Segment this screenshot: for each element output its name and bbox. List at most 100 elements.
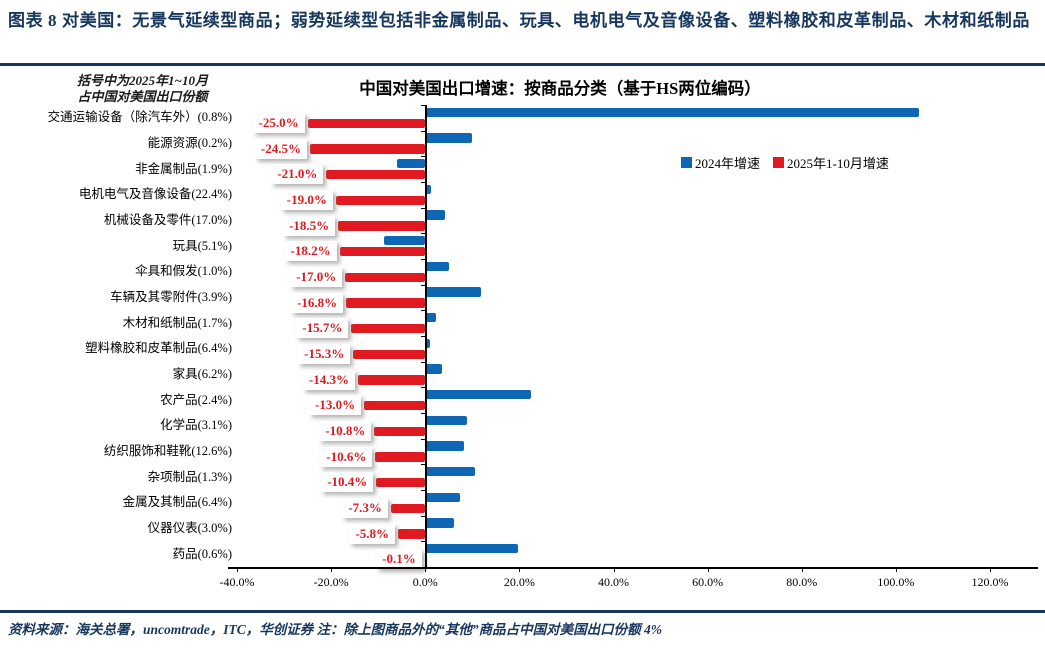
chart-annotation: 括号中为2025年1~10月 占中国对美国出口份额 bbox=[30, 73, 255, 105]
bar-2024 bbox=[397, 158, 426, 169]
category-label: 木材和纸制品(1.7%) bbox=[122, 315, 232, 330]
value-label-2025: -21.0% bbox=[271, 164, 324, 185]
category-label: 车辆及其零附件(3.9%) bbox=[110, 290, 232, 304]
x-tick-label: 100.0% bbox=[877, 575, 915, 589]
y-axis-tick bbox=[420, 130, 426, 132]
value-label-2025: -15.3% bbox=[298, 344, 351, 364]
bar-2025 bbox=[351, 323, 426, 334]
y-axis-tick bbox=[420, 387, 426, 389]
y-axis-tick bbox=[420, 156, 426, 158]
value-label-2025: -10.8% bbox=[319, 421, 372, 441]
category-label: 非金属制品(1.9%) bbox=[135, 161, 232, 176]
bar-2025 bbox=[335, 195, 426, 205]
value-label-2025: -18.2% bbox=[284, 241, 337, 262]
bar-2024 bbox=[425, 466, 476, 477]
bar-2025 bbox=[357, 375, 426, 385]
x-tick-label: 80.0% bbox=[786, 575, 818, 589]
x-axis-tick bbox=[613, 567, 615, 572]
y-axis-tick bbox=[420, 361, 426, 363]
y-axis-tick bbox=[420, 182, 426, 183]
y-axis-tick bbox=[420, 464, 426, 466]
legend-swatch-blue bbox=[681, 157, 692, 168]
bar-2025 bbox=[364, 400, 426, 411]
value-label-2025: -24.5% bbox=[254, 138, 307, 159]
y-axis-tick bbox=[420, 541, 426, 543]
header-divider bbox=[0, 63, 1045, 66]
bar-2024 bbox=[425, 184, 431, 194]
x-tick-label: 0.0% bbox=[412, 575, 438, 589]
value-label-2025: -13.0% bbox=[308, 395, 362, 416]
value-label-2025: -5.8% bbox=[349, 523, 395, 544]
x-axis-tick bbox=[237, 567, 238, 572]
category-label: 农产品(2.4%) bbox=[160, 392, 232, 407]
category-label: 化学品(3.1%) bbox=[160, 418, 232, 433]
x-tick-label: 40.0% bbox=[598, 575, 629, 589]
category-label: 纺织服饰和鞋靴(12.6%) bbox=[103, 444, 232, 458]
value-label-2025: -25.0% bbox=[252, 113, 305, 133]
figure-header-title: 图表 8 对美国：无景气延续型商品；弱势延续型包括非金属制品、玩具、电机电气及音… bbox=[8, 11, 1030, 30]
x-tick-label: -40.0% bbox=[219, 575, 255, 589]
bar-2024 bbox=[425, 312, 436, 323]
x-tick-label: 120.0% bbox=[971, 575, 1009, 589]
annotation-line-1: 括号中为2025年1~10月 bbox=[77, 73, 208, 88]
chart-area: 括号中为2025年1~10月 占中国对美国出口份额 中国对美国出口增速：按商品分… bbox=[0, 67, 1045, 607]
bar-2024 bbox=[425, 492, 461, 502]
y-axis-tick bbox=[420, 490, 426, 491]
bar-2024 bbox=[425, 210, 446, 220]
chart-title: 中国对美国出口增速：按商品分类（基于HS两位编码） bbox=[359, 79, 761, 98]
y-axis-tick bbox=[420, 310, 426, 312]
y-axis-tick bbox=[420, 259, 426, 260]
category-label: 塑料橡胶和皮革制品(6.4%) bbox=[85, 341, 232, 356]
legend-label-2025: 2025年1-10月增速 bbox=[787, 156, 889, 171]
bar-2025 bbox=[326, 169, 426, 180]
value-label-2025: -15.7% bbox=[296, 318, 349, 339]
category-label: 仪器仪表(3.0%) bbox=[147, 521, 232, 535]
bar-2024 bbox=[425, 389, 531, 400]
y-axis-tick bbox=[420, 515, 426, 517]
y-axis-tick bbox=[420, 413, 426, 414]
bar-2024 bbox=[425, 133, 473, 143]
category-label: 杂项制品(1.3%) bbox=[147, 469, 232, 484]
bar-2025 bbox=[339, 246, 426, 257]
x-tick-label: -20.0% bbox=[313, 575, 349, 589]
x-axis-tick bbox=[990, 567, 991, 572]
bar-2025 bbox=[390, 503, 426, 513]
bar-2025 bbox=[376, 477, 426, 488]
x-axis-tick bbox=[519, 567, 521, 572]
bar-2024 bbox=[425, 518, 454, 528]
value-label-2025: -10.4% bbox=[321, 472, 374, 493]
value-label-2025: -14.3% bbox=[302, 369, 355, 390]
y-axis-tick bbox=[420, 105, 426, 106]
value-label-2025: -18.5% bbox=[283, 215, 336, 236]
x-tick-label: 60.0% bbox=[692, 575, 724, 589]
bar-2025 bbox=[309, 144, 426, 154]
category-label: 药品(0.6%) bbox=[172, 546, 232, 561]
category-label: 家具(6.2%) bbox=[172, 367, 232, 381]
bar-2025 bbox=[375, 452, 426, 462]
x-axis-tick bbox=[707, 567, 709, 572]
legend-swatch-red bbox=[773, 157, 785, 168]
category-label: 金属及其制品(6.4%) bbox=[122, 495, 232, 510]
bar-2024 bbox=[425, 338, 431, 348]
bar-2025 bbox=[307, 118, 426, 128]
x-tick-label: 20.0% bbox=[503, 575, 535, 589]
y-axis-tick bbox=[420, 233, 426, 235]
value-label-2025: -17.0% bbox=[290, 267, 343, 287]
bar-2024 bbox=[425, 415, 468, 425]
y-axis-tick bbox=[420, 336, 426, 337]
y-axis-tick bbox=[420, 207, 426, 209]
plot-canvas: 交通运输设备（除汽车外）(0.8%) -25.0% 能源资源(0.2%) -24.5%… bbox=[0, 67, 1045, 607]
bar-2025 bbox=[338, 221, 426, 231]
chart-legend: 2024年增速 2025年1-10月增速 bbox=[681, 153, 889, 172]
bar-2024 bbox=[425, 107, 920, 117]
bar-2025 bbox=[397, 529, 426, 539]
bar-2025 bbox=[346, 298, 426, 308]
bar-2025 bbox=[374, 426, 426, 436]
bar-2024 bbox=[425, 441, 464, 451]
bar-2025 bbox=[345, 272, 426, 282]
category-label: 电机电气及音像设备(22.4%) bbox=[78, 187, 232, 202]
category-label: 玩具(5.1%) bbox=[172, 238, 232, 253]
legend-label-2024: 2024年增速 bbox=[695, 156, 761, 171]
value-label-2025: -0.1% bbox=[376, 549, 422, 570]
